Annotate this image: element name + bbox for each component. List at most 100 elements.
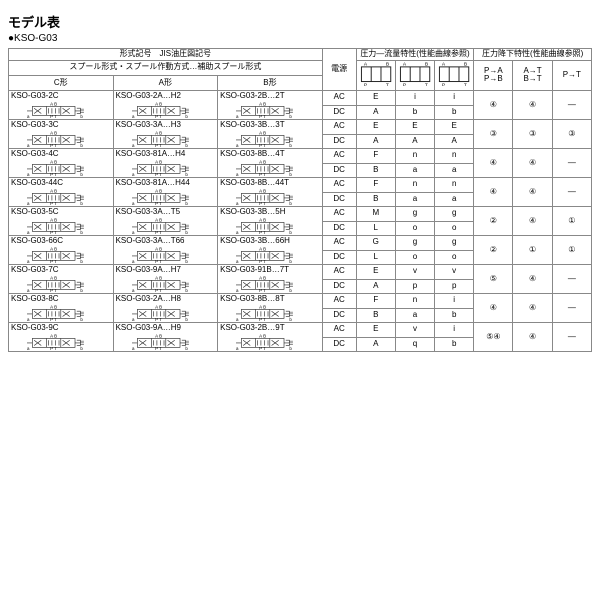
svg-text:P T: P T — [155, 114, 162, 118]
svg-text:a: a — [27, 346, 30, 350]
svg-text:b: b — [80, 172, 83, 176]
val: a — [435, 163, 474, 178]
valve-symbol-icon: A BaP Tb — [121, 305, 211, 321]
model-c: KSO-G03-4CA BaP Tb — [9, 149, 114, 178]
hdr-c: C形 — [9, 75, 114, 90]
svg-text:b: b — [80, 346, 83, 350]
svg-text:A B: A B — [50, 131, 57, 136]
val: E — [395, 120, 434, 135]
svg-text:A B: A B — [259, 334, 266, 339]
hdr-sym1: ABPT — [356, 60, 395, 90]
model-c: KSO-G03-66CA BaP Tb — [9, 236, 114, 265]
hdr-b: B形 — [218, 75, 323, 90]
model-b: KSO-G03-8B…4TA BaP Tb — [218, 149, 323, 178]
svg-text:P T: P T — [259, 114, 266, 118]
val: v — [435, 265, 474, 280]
val: i — [435, 91, 474, 106]
svg-text:b: b — [185, 288, 188, 292]
svg-text:P T: P T — [259, 346, 266, 350]
svg-text:A B: A B — [259, 218, 266, 223]
svg-text:a: a — [27, 317, 30, 321]
svg-text:P: P — [442, 82, 445, 86]
power-ac: AC — [322, 91, 356, 106]
hdr-at: A→TB→T — [513, 60, 552, 90]
val: B — [356, 163, 395, 178]
svg-text:B: B — [464, 62, 467, 68]
val: A — [395, 134, 434, 149]
power-dc: DC — [322, 192, 356, 207]
val: E — [435, 120, 474, 135]
model-c: KSO-G03-44CA BaP Tb — [9, 178, 114, 207]
valve-symbol-icon: A BaP Tb — [16, 189, 106, 205]
val: g — [435, 207, 474, 222]
svg-text:A B: A B — [155, 131, 162, 136]
val: G — [356, 236, 395, 251]
svg-text:A B: A B — [259, 305, 266, 310]
val: A — [356, 337, 395, 352]
svg-text:P T: P T — [259, 288, 266, 292]
pdrop-at: ④ — [513, 323, 552, 352]
pdrop-pa: ⑤ — [474, 265, 513, 294]
model-c: KSO-G03-7CA BaP Tb — [9, 265, 114, 294]
val: n — [435, 149, 474, 164]
val: v — [395, 323, 434, 338]
svg-text:A B: A B — [259, 247, 266, 252]
pdrop-pa: ④ — [474, 178, 513, 207]
svg-text:A B: A B — [259, 189, 266, 194]
val: E — [356, 91, 395, 106]
svg-text:P T: P T — [259, 143, 266, 147]
svg-text:b: b — [185, 201, 188, 205]
model-b: KSO-G03-3B…66HA BaP Tb — [218, 236, 323, 265]
valve-symbol-icon: A BaP Tb — [225, 160, 315, 176]
val: n — [395, 294, 434, 309]
valve-symbol-icon: A BaP Tb — [16, 247, 106, 263]
svg-text:A B: A B — [259, 131, 266, 136]
svg-text:P T: P T — [259, 259, 266, 263]
valve-symbol-icon: A BaP Tb — [16, 131, 106, 147]
val: g — [435, 236, 474, 251]
val: E — [356, 323, 395, 338]
power-ac: AC — [322, 323, 356, 338]
val: a — [395, 192, 434, 207]
svg-text:P T: P T — [50, 114, 57, 118]
svg-text:A B: A B — [155, 189, 162, 194]
pdrop-pa: ④ — [474, 91, 513, 120]
svg-text:P T: P T — [155, 201, 162, 205]
svg-text:P T: P T — [155, 143, 162, 147]
model-b: KSO-G03-2B…9TA BaP Tb — [218, 323, 323, 352]
pdrop-pa: ⑤④ — [474, 323, 513, 352]
page-title: モデル表 — [8, 12, 592, 31]
svg-text:a: a — [132, 143, 135, 147]
pdrop-at: ④ — [513, 265, 552, 294]
val: B — [356, 308, 395, 323]
svg-text:a: a — [132, 288, 135, 292]
svg-text:a: a — [27, 259, 30, 263]
svg-text:A B: A B — [50, 102, 57, 107]
val: b — [435, 308, 474, 323]
hdr-pdrop: 圧力降下特性(性能曲線参照) — [474, 49, 592, 61]
svg-text:A B: A B — [155, 160, 162, 165]
val: F — [356, 294, 395, 309]
power-ac: AC — [322, 149, 356, 164]
val: a — [395, 308, 434, 323]
power-ac: AC — [322, 120, 356, 135]
svg-text:A B: A B — [155, 102, 162, 107]
power-ac: AC — [322, 294, 356, 309]
svg-text:b: b — [185, 114, 188, 118]
val: i — [435, 294, 474, 309]
hdr-power: 電源 — [322, 49, 356, 91]
valve-symbol-icon: A BaP Tb — [225, 334, 315, 350]
svg-text:A B: A B — [50, 334, 57, 339]
power-dc: DC — [322, 279, 356, 294]
svg-text:a: a — [27, 288, 30, 292]
pdrop-pt: — — [552, 91, 591, 120]
val: F — [356, 149, 395, 164]
power-dc: DC — [322, 337, 356, 352]
svg-text:a: a — [132, 317, 135, 321]
svg-text:A B: A B — [259, 160, 266, 165]
model-c: KSO-G03-3CA BaP Tb — [9, 120, 114, 149]
svg-text:a: a — [132, 201, 135, 205]
valve-symbol-icon: A BaP Tb — [225, 218, 315, 234]
val: n — [395, 149, 434, 164]
svg-text:a: a — [236, 114, 239, 118]
